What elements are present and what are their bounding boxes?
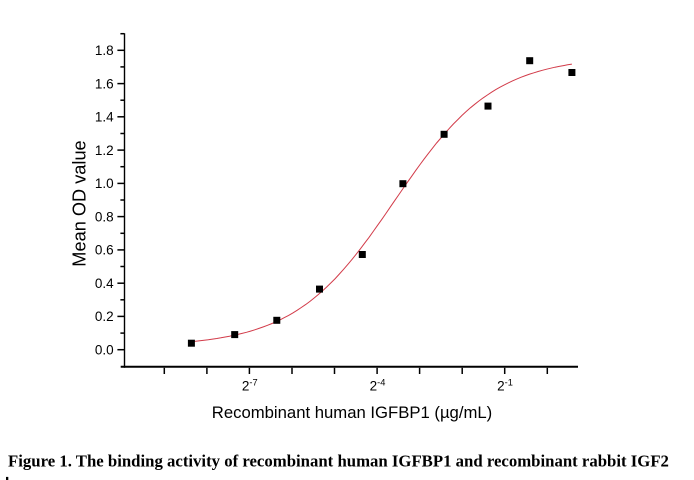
svg-text:0.0: 0.0 [95, 342, 114, 357]
svg-text:1.2: 1.2 [95, 143, 114, 158]
svg-text:Recombinant human IGFBP1 (µg/m: Recombinant human IGFBP1 (µg/mL) [212, 403, 492, 422]
svg-text:1.0: 1.0 [95, 176, 114, 191]
svg-text:1.4: 1.4 [95, 110, 114, 125]
svg-text:1.6: 1.6 [95, 76, 114, 91]
svg-text:0.8: 0.8 [95, 209, 114, 224]
svg-text:Figure 1. The binding activity: Figure 1. The binding activity of recomb… [8, 452, 669, 471]
svg-text:0.2: 0.2 [95, 309, 114, 324]
svg-text:1.8: 1.8 [95, 43, 114, 58]
svg-text:Mean OD value: Mean OD value [69, 140, 89, 266]
svg-text:0.4: 0.4 [95, 276, 114, 291]
svg-text:0.6: 0.6 [95, 243, 114, 258]
